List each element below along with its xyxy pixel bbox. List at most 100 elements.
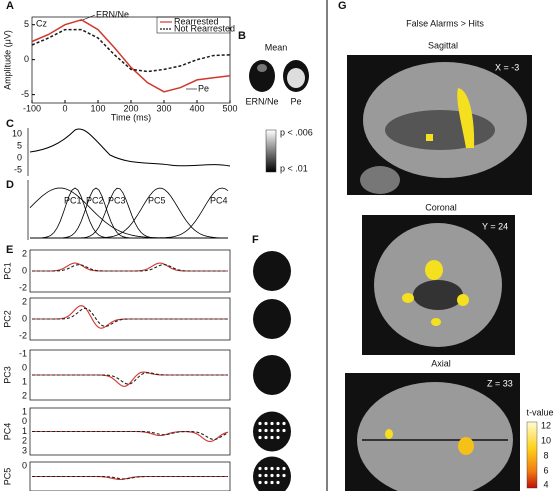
colorbar-tick: 4 (543, 479, 548, 489)
component-curve (30, 187, 229, 239)
row-label: PC1 (2, 262, 12, 280)
electrode (258, 421, 262, 426)
tick-label: 2 (22, 296, 27, 306)
row-label: PC4 (2, 423, 12, 441)
component-waveform (32, 264, 228, 272)
coord: Y = 24 (482, 221, 508, 231)
panel-label: G (338, 0, 347, 12)
electrode (270, 473, 274, 478)
panel-label: D (6, 179, 14, 191)
electrode (276, 435, 280, 440)
head (253, 355, 291, 395)
panel-title: False Alarms > Hits (406, 18, 484, 28)
electrode (264, 428, 268, 433)
electrode (264, 466, 268, 471)
electrode (282, 473, 286, 478)
electrode (258, 473, 262, 478)
electrode (258, 435, 262, 440)
component-label: PC4 (210, 195, 228, 205)
head-spot (257, 64, 267, 72)
electrode (270, 421, 274, 426)
activation (425, 260, 443, 280)
activation (457, 294, 469, 306)
legend-label: Rearrested (174, 16, 219, 26)
tick-label: -2 (19, 330, 27, 340)
electrode (282, 428, 286, 433)
subplot-frame (29, 407, 231, 456)
view-title: Sagittal (428, 40, 458, 50)
electrode (258, 428, 262, 433)
tick-label: -5 (14, 164, 22, 174)
head (253, 299, 291, 339)
tick-label: 2 (22, 390, 27, 400)
electrode (264, 473, 268, 478)
component-label: PC2 (86, 195, 104, 205)
electrode (264, 421, 268, 426)
component-waveform (32, 475, 228, 480)
component-waveform (32, 262, 228, 272)
component-waveform (32, 307, 228, 327)
coord: Z = 33 (487, 378, 513, 388)
electrode (264, 435, 268, 440)
series-line (31, 28, 231, 73)
tick-label: 5 (17, 140, 22, 150)
tick-label: 1 (22, 376, 27, 386)
electrode (276, 466, 280, 471)
tick-label: 1 (22, 426, 27, 436)
activation (402, 293, 414, 303)
activation (431, 318, 441, 326)
view-title: Coronal (425, 202, 457, 212)
row-label: PC3 (2, 366, 12, 384)
panel-f (253, 251, 291, 496)
panel-d (29, 187, 229, 239)
electrode: Cz (36, 18, 47, 28)
head-label: ERN/Ne (245, 96, 278, 106)
component-waveform (32, 372, 228, 385)
x-tick-label: 0 (62, 103, 67, 113)
panel-label: A (6, 0, 14, 12)
view-title: Axial (431, 358, 451, 368)
tick-label: 10 (12, 128, 22, 138)
electrode (276, 473, 280, 478)
colorbar-label: p < .006 (280, 127, 313, 137)
electrode (270, 435, 274, 440)
electrode (276, 480, 280, 485)
component-curve (30, 187, 229, 239)
tick-label: 1 (22, 406, 27, 416)
colorbar-tick: 8 (543, 450, 548, 460)
component-waveform (32, 430, 229, 441)
x-tick-label: 400 (189, 103, 204, 113)
colorbar-tick: 6 (543, 465, 548, 475)
colorbar-tick: 10 (541, 435, 551, 445)
curve (29, 128, 231, 167)
head-spot (287, 68, 305, 88)
colorbar-label: p < .01 (280, 163, 308, 173)
component-curve (30, 187, 228, 239)
colorbar-tick: 12 (541, 420, 551, 430)
x-tick-label: 300 (156, 103, 171, 113)
x-tick-label: 100 (90, 103, 105, 113)
panel-label: C (6, 118, 14, 130)
tick-label: -2 (19, 282, 27, 292)
head (249, 60, 275, 92)
head (253, 251, 291, 291)
y-tick-label: -5 (21, 89, 29, 99)
electrode (270, 480, 274, 485)
electrode (270, 466, 274, 471)
y-tick-label: 0 (24, 54, 29, 64)
head-label: Pe (290, 96, 301, 106)
electrode (282, 421, 286, 426)
x-axis-label: Time (ms) (111, 112, 151, 122)
tick-label: 3 (22, 445, 27, 455)
colorbar-title: t-value (526, 407, 553, 417)
x-tick-label: 500 (222, 103, 237, 113)
electrode (258, 466, 262, 471)
head (253, 456, 291, 496)
component-curve (29, 187, 228, 239)
row-label: PC2 (2, 310, 12, 328)
tick-label: -1 (19, 348, 27, 358)
panel-label: E (6, 244, 13, 256)
